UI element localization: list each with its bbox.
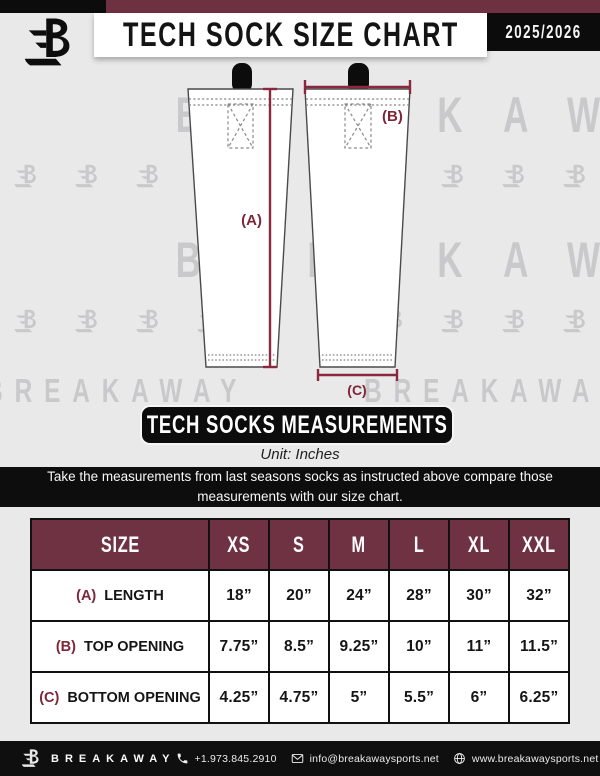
measurements-banner: TECH SOCKS MEASUREMENTS [142,407,452,443]
footer-brand-name: BREAKAWAY [51,752,176,765]
label-a: (A) [241,212,262,229]
page-title-banner: TECH SOCK SIZE CHART [94,13,487,57]
col-header-m: M [330,520,388,569]
size-table: SIZE XS S M L XL XXL (A) LENGTH 18” 20” 2… [30,518,570,724]
table-cell: 5” [330,673,388,722]
measure-line-b [303,80,412,94]
table-cell: 4.75” [270,673,328,722]
footer-bar: BREAKAWAY +1.973.845.2910 info@breakaway… [0,741,600,776]
breakaway-logo-icon [20,748,41,769]
top-maroon-strip [0,0,600,13]
footer-contacts: +1.973.845.2910 info@breakawaysports.net… [176,752,599,765]
col-header-xs: XS [210,520,268,569]
label-b: (B) [382,108,403,125]
unit-note: Unit: Inches [260,446,340,463]
row-label-length: (A) LENGTH [32,571,208,620]
table-cell: 28” [390,571,448,620]
globe-icon [454,753,465,764]
sock-tab [232,63,252,93]
phone-icon [177,753,187,764]
top-black-strip [0,0,106,13]
footer-email: info@breakawaysports.net [291,752,439,765]
season-label: 2025/2026 [505,21,582,42]
table-cell: 32” [510,571,568,620]
footer-brand: BREAKAWAY [20,748,176,769]
measure-line-a [263,87,277,369]
table-cell: 6” [450,673,508,722]
envelope-icon [291,753,303,764]
label-c: (C) [347,382,366,398]
row-label-bottom-opening: (C) BOTTOM OPENING [32,673,208,722]
breakaway-logo-icon [20,15,76,71]
table-cell: 7.75” [210,622,268,671]
row-label-top-opening: (B) TOP OPENING [32,622,208,671]
breakaway-monogram-icon [12,308,39,335]
table-cell: 5.5” [390,673,448,722]
col-header-size: SIZE [32,520,208,569]
breakaway-monogram-icon [12,163,39,190]
footer-website: www.breakawaysports.net [453,752,599,765]
table-cell: 8.5” [270,622,328,671]
table-cell: 11.5” [510,622,568,671]
sock-measurement-diagram: (A) (B) (C) [187,63,412,398]
col-header-s: S [270,520,328,569]
watermark-text-row-small: BREAKAWAY BREAKAWAY [0,372,600,409]
table-cell: 11” [450,622,508,671]
col-header-xl: XL [450,520,508,569]
table-cell: 18” [210,571,268,620]
breakaway-monogram-icon [561,308,588,335]
page-title: TECH SOCK SIZE CHART [122,15,459,54]
velcro-patch [344,103,372,149]
sock-tab [348,63,369,93]
table-cell: 9.25” [330,622,388,671]
table-cell: 24” [330,571,388,620]
footer-phone: +1.973.845.2910 [176,752,277,765]
measure-line-c [316,369,399,381]
col-header-xxl: XXL [510,520,568,569]
table-cell: 20” [270,571,328,620]
velcro-patch [227,103,254,149]
right-sock-outline [304,88,411,368]
table-cell: 30” [450,571,508,620]
breakaway-monogram-icon [561,163,588,190]
breakaway-monogram-icon [73,163,100,190]
breakaway-monogram-icon [500,308,527,335]
instruction-bar: Take the measurements from last seasons … [0,467,600,507]
instruction-text: Take the measurements from last seasons … [47,469,553,504]
table-cell: 6.25” [510,673,568,722]
breakaway-monogram-icon [500,163,527,190]
col-header-l: L [390,520,448,569]
table-cell: 10” [390,622,448,671]
table-cell: 4.25” [210,673,268,722]
season-badge: 2025/2026 [487,13,600,51]
breakaway-monogram-icon [73,308,100,335]
measurements-banner-title: TECH SOCKS MEASUREMENTS [146,410,448,439]
